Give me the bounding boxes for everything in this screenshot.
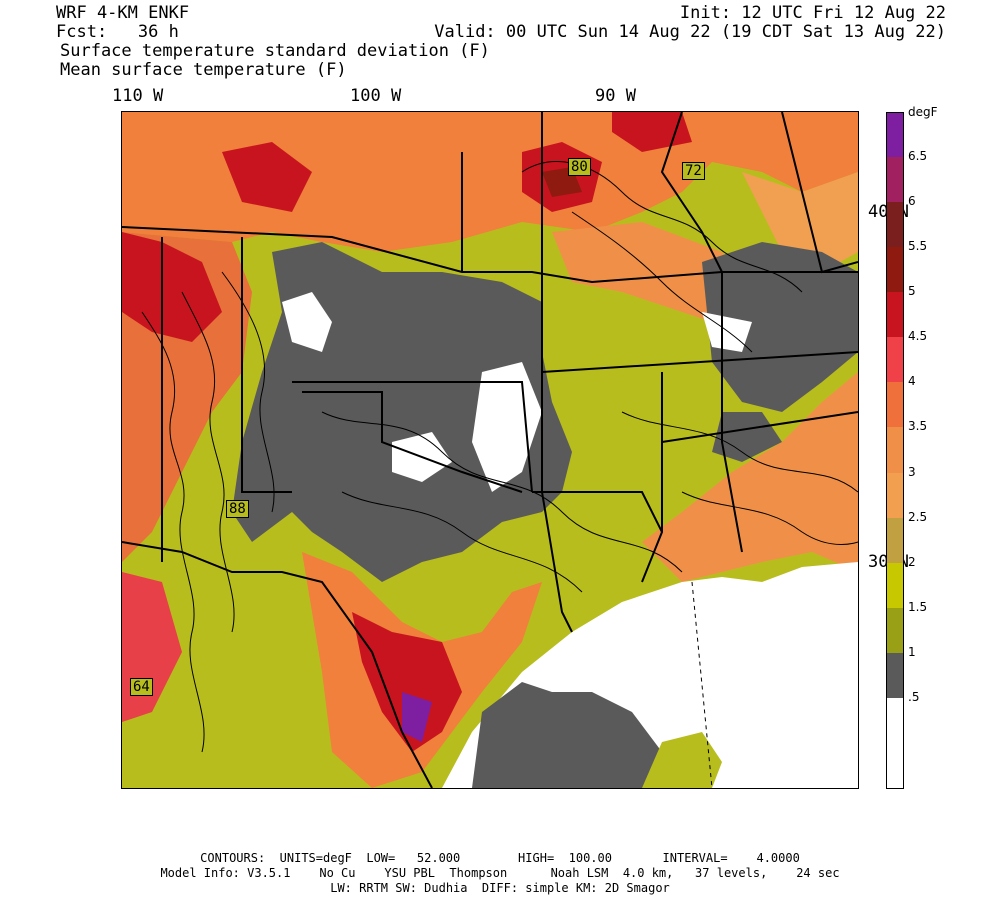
field-3-3p5-southeast (642, 372, 858, 582)
colorbar-segment (886, 157, 904, 203)
border-line (292, 381, 533, 493)
field-3-3p5-north (122, 112, 858, 252)
colorbar-tick-label: 5.5 (908, 239, 928, 254)
field-title-contour: Mean surface temperature (F) (60, 60, 347, 80)
contour-label-88: 88 (226, 500, 249, 518)
contour-line (571, 211, 753, 353)
colorbar-segment (886, 382, 904, 428)
forecast-hour: Fcst: 36 h (56, 22, 179, 42)
footer-physics: LW: RRTM SW: Dudhia DIFF: simple KM: 2D … (330, 881, 670, 895)
contour-label-72: 72 (682, 162, 705, 180)
border-line (302, 391, 523, 493)
init-time: Init: 12 UTC Fri 12 Aug 22 (679, 3, 946, 23)
colorbar-segment (886, 247, 904, 293)
colorbar-tick-label: 6.5 (908, 149, 928, 164)
map-panel: 80 72 88 64 (122, 112, 858, 788)
field-1p5-2-gulf (642, 732, 722, 788)
colorbar-segment (886, 742, 904, 789)
contour-label-64: 64 (130, 678, 153, 696)
contour-line (681, 491, 858, 545)
border-line (660, 112, 723, 273)
field-2p5-3-greatlakes (742, 172, 858, 272)
border-line (541, 351, 858, 373)
field-below-1-arkansas (472, 362, 542, 492)
colorbar-tick-label: 3.5 (908, 419, 928, 434)
colorbar-tick-label: 3 (908, 464, 916, 479)
colorbar-tick-label: 4 (908, 374, 916, 389)
colorbar-tick-label: 6 (908, 194, 916, 209)
contour-line (321, 411, 683, 573)
field-1-1p5-ohio (702, 242, 858, 412)
contour-line (341, 491, 583, 593)
border-line (781, 112, 858, 274)
colorbar-segment (886, 112, 904, 159)
colorbar-segment (886, 427, 904, 473)
border-line (661, 411, 858, 443)
border-line (541, 112, 573, 633)
colorbar-segment (886, 607, 904, 653)
field-4p5-5-texas (352, 612, 462, 752)
valid-time: Valid: 00 UTC Sun 14 Aug 22 (19 CDT Sat … (434, 22, 946, 42)
colorbar-segment (886, 337, 904, 383)
contour-line (181, 291, 235, 633)
colorbar-units: degF (908, 105, 938, 119)
water-boundary (691, 581, 713, 788)
lon-label-90w: 90 W (595, 86, 636, 106)
colorbar-tick-label: 5 (908, 284, 916, 299)
map-frame (121, 111, 859, 789)
colorbar-tick-label: 1 (908, 644, 916, 659)
lon-label-110w: 110 W (112, 86, 164, 106)
field-title-shaded: Surface temperature standard deviation (… (60, 41, 490, 61)
border-line (532, 491, 664, 583)
colorbar-tick-label: 4.5 (908, 329, 928, 344)
border-line (241, 237, 292, 493)
field-6p5-texas (402, 692, 432, 742)
state-borders (122, 112, 858, 788)
field-1-1p5-gulf (472, 682, 662, 788)
contour-line (221, 271, 275, 513)
colorbar-tick-label: 2 (908, 554, 916, 569)
temperature-contours (141, 161, 858, 753)
colorbar-segment (886, 472, 904, 518)
colorbar-segment (886, 202, 904, 248)
field-below-1-colorado (282, 292, 332, 352)
field-4p5-5-rockies (122, 232, 222, 342)
colorbar-tick-label: 1.5 (908, 599, 928, 614)
contour-line (621, 411, 858, 493)
colorbar-tick-label: 2.5 (908, 509, 928, 524)
field-4p5-5-wyoming (222, 142, 312, 212)
lon-label-100w: 100 W (350, 86, 402, 106)
contour-line (141, 311, 205, 753)
contour-label-80: 80 (568, 158, 591, 176)
field-1-1p5-tennessee (712, 412, 782, 462)
colorbar-segment (886, 697, 904, 743)
colorbar-segment (886, 562, 904, 608)
border-line (721, 272, 743, 553)
colorbar-segment (886, 652, 904, 698)
model-title: WRF 4-KM ENKF (56, 3, 190, 23)
footer-contours: CONTOURS: UNITS=degF LOW= 52.000 HIGH= 1… (200, 851, 800, 865)
colorbar-segment (886, 292, 904, 338)
colorbar-segment (886, 517, 904, 563)
border-line (122, 541, 433, 788)
footer-model-info: Model Info: V3.5.1 No Cu YSU PBL Thompso… (160, 866, 840, 880)
colorbar-tick-label: .5 (908, 689, 920, 704)
